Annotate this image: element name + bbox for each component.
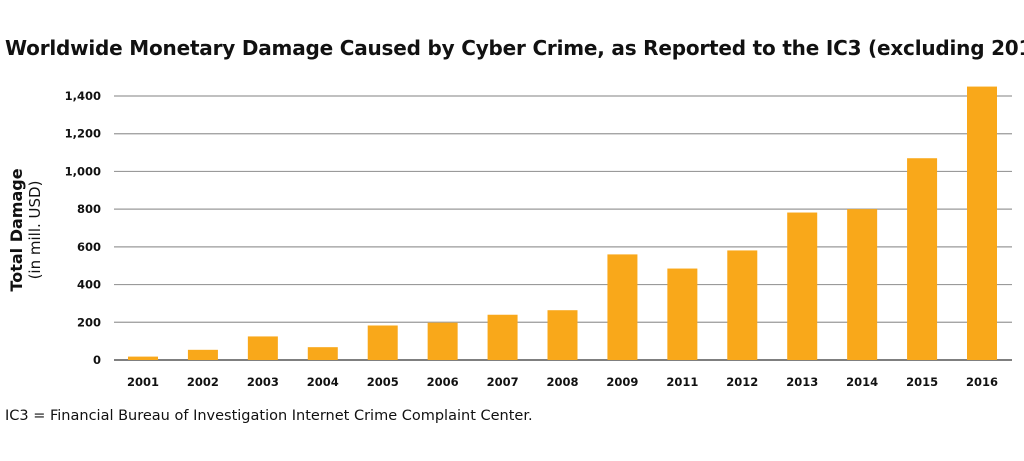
bar-2005 <box>367 325 398 360</box>
x-tick-label: 2016 <box>966 375 998 389</box>
x-tick-label: 2013 <box>786 375 818 389</box>
y-axis-ticks: 0 200 400 600 800 1,000 1,200 1,400 <box>65 89 101 367</box>
y-axis-title: Total Damage (in mill. USD) <box>7 168 44 291</box>
x-tick-label: 2007 <box>487 375 519 389</box>
bar-2016 <box>967 86 997 361</box>
x-tick-label: 2004 <box>307 375 339 389</box>
y-axis-label: Total Damage <box>7 168 26 291</box>
x-tick-label: 2015 <box>906 375 938 389</box>
x-tick-label: 2005 <box>367 375 399 389</box>
x-tick-label: 2014 <box>846 375 878 389</box>
bar-2014 <box>847 209 878 360</box>
bar-2015 <box>907 158 938 360</box>
y-tick-label: 800 <box>77 202 101 216</box>
y-tick-label: 400 <box>77 278 101 292</box>
x-tick-label: 2009 <box>606 375 638 389</box>
y-tick-label: 200 <box>77 315 101 329</box>
x-axis-ticks: 2001 2002 2003 2004 2005 2006 2007 2008 2009 2011… <box>127 375 998 389</box>
x-tick-label: 2003 <box>247 375 279 389</box>
y-axis-unit-label: (in mill. USD) <box>26 181 44 280</box>
bar-2006 <box>427 322 458 360</box>
footnote: IC3 = Financial Bureau of Investigation … <box>5 408 533 424</box>
x-tick-label: 2012 <box>726 375 758 389</box>
x-tick-label: 2001 <box>127 375 159 389</box>
bar-2004 <box>307 347 338 360</box>
y-tick-label: 1,000 <box>65 164 101 178</box>
y-tick-label: 1,400 <box>65 89 101 103</box>
bar-2012 <box>727 250 758 360</box>
bar-2007 <box>487 314 518 360</box>
bar-2002 <box>187 349 218 360</box>
bar-2011 <box>667 268 698 360</box>
y-tick-label: 1,200 <box>65 127 101 141</box>
bar-2008 <box>547 310 578 360</box>
x-tick-label: 2008 <box>546 375 578 389</box>
chart-title: Worldwide Monetary Damage Caused by Cybe… <box>5 36 1024 60</box>
bar-2001 <box>128 356 158 360</box>
bar-2003 <box>247 336 278 360</box>
y-tick-label: 600 <box>77 240 101 254</box>
x-tick-label: 2006 <box>427 375 459 389</box>
x-tick-label: 2011 <box>666 375 698 389</box>
bar-2013 <box>787 212 818 360</box>
y-tick-label: 0 <box>93 353 101 367</box>
bars <box>128 86 997 361</box>
x-tick-label: 2002 <box>187 375 219 389</box>
bar-2009 <box>607 254 638 360</box>
